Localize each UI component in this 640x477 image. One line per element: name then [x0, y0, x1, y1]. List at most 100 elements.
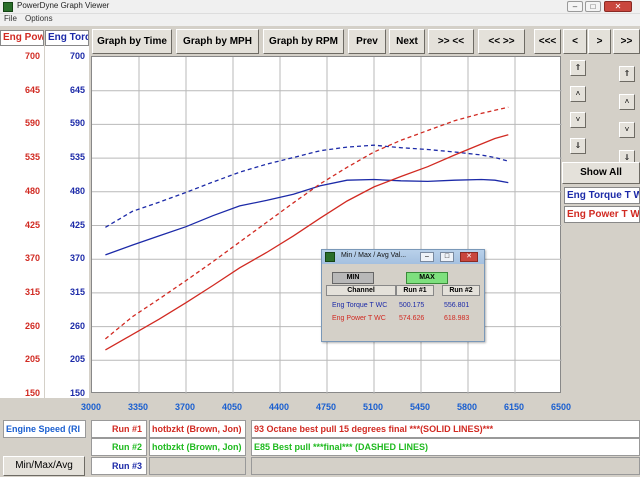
- torque-y-axis: 700 645 590 535 480 425 370 315 260 205 150: [45, 46, 89, 398]
- next-button[interactable]: Next: [389, 29, 425, 54]
- popup-row-torque-run1: 500.175: [399, 302, 425, 309]
- scroll-up-button[interactable]: ˄: [570, 86, 586, 102]
- popup-col-run2: Run #2: [442, 285, 480, 296]
- run2-label: Run #2: [91, 438, 147, 456]
- run1-label: Run #1: [91, 420, 147, 438]
- close-button[interactable]: ✕: [604, 1, 632, 12]
- x-tick-label: 6500: [550, 402, 572, 412]
- show-all-button[interactable]: Show All: [562, 162, 640, 184]
- series-power-run1: [105, 134, 509, 351]
- power-y-tick-label: 370: [24, 253, 40, 264]
- power-y-tick-label: 205: [24, 354, 40, 365]
- x-channel-field[interactable]: Engine Speed (RI: [3, 420, 86, 438]
- x-tick-label: 3700: [174, 402, 196, 412]
- series-torque-run2: [105, 144, 509, 228]
- power-y-axis: 700 645 590 535 480 425 370 315 260 205 150: [0, 46, 44, 398]
- torque-y-tick-label: 425: [69, 219, 85, 230]
- popup-min-button[interactable]: MIN: [332, 272, 374, 284]
- menu-bar: File Options: [0, 14, 640, 26]
- power-axis-header[interactable]: Eng Power T: [0, 30, 44, 46]
- scroll-last-button[interactable]: >>: [613, 29, 640, 54]
- menu-options[interactable]: Options: [25, 14, 53, 23]
- torque-y-tick-label: 260: [69, 320, 85, 331]
- chart-svg: [92, 57, 562, 394]
- popup-row-torque-channel: Eng Torque T WC: [332, 302, 388, 309]
- popup-max-button[interactable]: MAX: [406, 272, 448, 284]
- x-tick-label: 3350: [127, 402, 149, 412]
- power-y-tick-label: 260: [24, 320, 40, 331]
- x-tick-label: 5800: [456, 402, 478, 412]
- x-tick-label: 4750: [315, 402, 337, 412]
- popup-row-power-channel: Eng Power T WC: [332, 315, 386, 322]
- popup-minimize-button[interactable]: –: [420, 252, 434, 262]
- torque-y-tick-label: 315: [69, 286, 85, 297]
- x-tick-label: 4050: [221, 402, 243, 412]
- power-y-tick-label: 315: [24, 286, 40, 297]
- run3-label: Run #3: [91, 457, 147, 475]
- power-y-tick-label: 535: [24, 152, 40, 163]
- scroll-left-button[interactable]: <: [563, 29, 587, 54]
- power-y-tick-label: 590: [24, 118, 40, 129]
- scroll-down-fast-button[interactable]: ⇓: [570, 138, 586, 154]
- right-panel: ⇑ ⇑ ˄ ˄ ˅ ˅ ⇓ ⇓: [562, 56, 640, 396]
- run1-driver: hotbzkt (Brown, Jon): [149, 420, 246, 438]
- popup-title-bar: Min / Max / Avg Val... – □ ✕: [322, 250, 484, 264]
- torque-y-tick-label: 205: [69, 354, 85, 365]
- window-title: PowerDyne Graph Viewer: [17, 1, 110, 10]
- scroll-down-button[interactable]: ˅: [570, 112, 586, 128]
- x-tick-label: 6150: [503, 402, 525, 412]
- graph-by-time-button[interactable]: Graph by Time: [92, 29, 172, 54]
- series-torque-run1: [105, 178, 509, 256]
- run3-driver: [149, 457, 246, 475]
- plot-area[interactable]: [91, 56, 562, 394]
- menu-file[interactable]: File: [4, 14, 17, 23]
- popup-close-button[interactable]: ✕: [460, 252, 478, 262]
- run2-description: E85 Best pull ***final*** (DASHED LINES): [251, 438, 640, 456]
- power-y-tick-label: 645: [24, 84, 40, 95]
- minimize-button[interactable]: –: [567, 1, 583, 12]
- torque-y-tick-label: 645: [69, 84, 85, 95]
- popup-col-run1: Run #1: [396, 285, 434, 296]
- zoom-in-button[interactable]: >> <<: [428, 29, 474, 54]
- power-y-tick-label: 425: [24, 219, 40, 230]
- scroll-first-button[interactable]: <<<: [534, 29, 561, 54]
- torque-y-tick-label: 370: [69, 253, 85, 264]
- x-tick-label: 4400: [268, 402, 290, 412]
- run3-description: [251, 457, 640, 475]
- torque-y-tick-label: 150: [69, 388, 85, 398]
- legend-torque[interactable]: Eng Torque T WC: [564, 187, 640, 204]
- graph-by-mph-button[interactable]: Graph by MPH: [176, 29, 259, 54]
- app-icon: [3, 2, 13, 12]
- run1-description: 93 Octane best pull 15 degrees final ***…: [251, 420, 640, 438]
- torque-y-tick-label: 480: [69, 185, 85, 196]
- x-tick-label: 3000: [80, 402, 102, 412]
- popup-title: Min / Max / Avg Val...: [341, 252, 407, 259]
- power-y-tick-label: 150: [24, 388, 40, 398]
- title-bar: PowerDyne Graph Viewer – □ ✕: [0, 0, 640, 14]
- x-tick-label: 5450: [409, 402, 431, 412]
- scroll-down-button-2[interactable]: ˅: [619, 122, 635, 138]
- torque-y-tick-label: 535: [69, 152, 85, 163]
- run2-driver: hotbzkt (Brown, Jon): [149, 438, 246, 456]
- legend-power[interactable]: Eng Power T WC: [564, 206, 640, 223]
- scroll-up-button-2[interactable]: ˄: [619, 94, 635, 110]
- zoom-out-button[interactable]: << >>: [478, 29, 525, 54]
- popup-app-icon: [325, 252, 335, 262]
- toolbar: Graph by Time Graph by MPH Graph by RPM …: [0, 26, 640, 56]
- popup-maximize-button[interactable]: □: [440, 252, 454, 262]
- torque-axis-header[interactable]: Eng Torque T: [45, 30, 89, 46]
- popup-row-power-run2: 618.983: [444, 315, 470, 322]
- x-tick-label: 5100: [362, 402, 384, 412]
- graph-by-rpm-button[interactable]: Graph by RPM: [263, 29, 344, 54]
- scroll-up-fast-button-2[interactable]: ⇑: [619, 66, 635, 82]
- prev-button[interactable]: Prev: [348, 29, 386, 54]
- min-max-avg-button[interactable]: Min/Max/Avg: [3, 456, 85, 476]
- scroll-right-button[interactable]: >: [588, 29, 611, 54]
- scroll-up-fast-button[interactable]: ⇑: [570, 60, 586, 76]
- power-y-tick-label: 480: [24, 185, 40, 196]
- torque-y-tick-label: 700: [69, 51, 85, 61]
- maximize-button[interactable]: □: [585, 1, 601, 12]
- torque-y-tick-label: 590: [69, 118, 85, 129]
- series-power-run2: [104, 106, 509, 340]
